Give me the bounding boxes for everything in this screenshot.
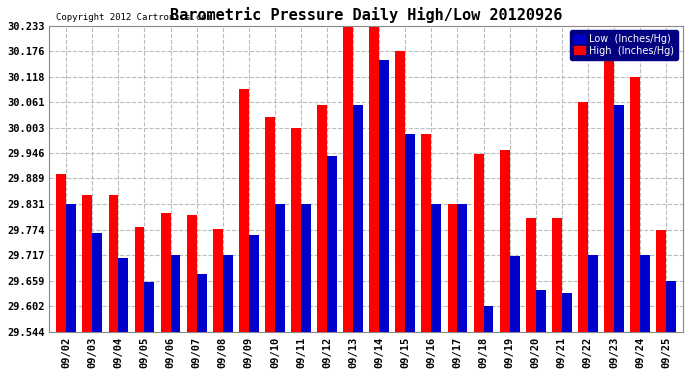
Text: Copyright 2012 Cartronics.com: Copyright 2012 Cartronics.com xyxy=(56,13,212,22)
Bar xyxy=(630,76,640,332)
Bar xyxy=(353,105,363,332)
Bar xyxy=(535,290,546,332)
Legend: Low  (Inches/Hg), High  (Inches/Hg): Low (Inches/Hg), High (Inches/Hg) xyxy=(570,30,678,60)
Bar xyxy=(239,89,249,332)
Bar xyxy=(108,195,119,332)
Bar xyxy=(614,105,624,332)
Bar xyxy=(552,217,562,332)
Bar xyxy=(249,234,259,332)
Bar xyxy=(170,255,181,332)
Bar xyxy=(484,306,493,332)
Bar xyxy=(135,227,144,332)
Bar xyxy=(161,213,170,332)
Bar xyxy=(422,134,431,332)
Bar xyxy=(343,27,353,332)
Bar xyxy=(317,105,327,332)
Bar xyxy=(604,51,614,332)
Bar xyxy=(578,102,588,332)
Bar xyxy=(57,174,66,332)
Bar xyxy=(82,195,92,332)
Bar xyxy=(380,60,389,332)
Bar xyxy=(369,27,380,332)
Bar xyxy=(301,204,311,332)
Bar xyxy=(431,204,442,332)
Title: Barometric Pressure Daily High/Low 20120926: Barometric Pressure Daily High/Low 20120… xyxy=(170,7,562,23)
Bar xyxy=(473,154,484,332)
Bar xyxy=(526,217,535,332)
Bar xyxy=(291,128,301,332)
Bar xyxy=(187,215,197,332)
Bar xyxy=(275,204,285,332)
Bar xyxy=(395,51,405,332)
Bar xyxy=(500,150,510,332)
Bar xyxy=(640,255,650,332)
Bar xyxy=(457,204,467,332)
Bar xyxy=(666,281,676,332)
Bar xyxy=(588,255,598,332)
Bar xyxy=(119,258,128,332)
Bar xyxy=(327,156,337,332)
Bar xyxy=(197,274,206,332)
Bar xyxy=(265,117,275,332)
Bar xyxy=(66,204,76,332)
Bar xyxy=(405,134,415,332)
Bar xyxy=(223,255,233,332)
Bar xyxy=(510,256,520,332)
Bar xyxy=(144,282,155,332)
Bar xyxy=(213,229,223,332)
Bar xyxy=(656,230,666,332)
Bar xyxy=(562,293,572,332)
Bar xyxy=(448,204,457,332)
Bar xyxy=(92,233,102,332)
